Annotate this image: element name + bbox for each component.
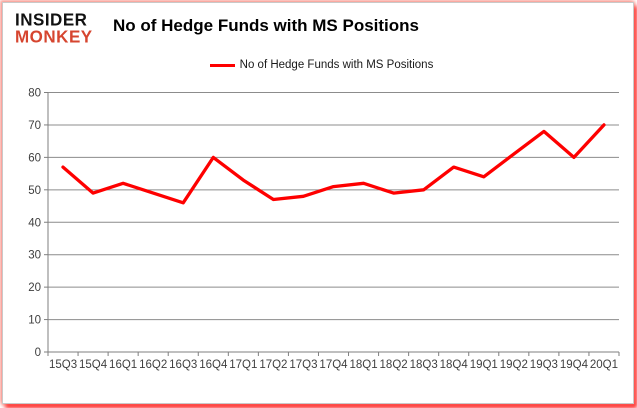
x-axis-label: 17Q2 [259,359,287,371]
x-axis-label: 18Q1 [349,359,377,371]
y-axis-label: 80 [28,88,41,100]
x-axis-label: 16Q2 [139,359,167,371]
x-axis-label: 19Q3 [530,359,558,371]
x-axis-label: 18Q3 [410,359,438,371]
x-axis-label: 19Q4 [560,359,589,371]
x-axis-label: 15Q4 [79,359,108,371]
y-axis-label: 60 [28,152,41,164]
legend-line-swatch [209,63,235,67]
line-chart-plot: 0 10 20 30 40 50 60 70 80 15Q3 15Q4 16Q1 16Q2 16Q3 16Q… [28,88,620,371]
x-axis-label: 17Q1 [229,359,257,371]
x-axis-label: 17Q4 [319,359,348,371]
x-axis-label: 17Q3 [289,359,317,371]
y-axis-label: 10 [28,315,41,327]
x-axis-label: 15Q3 [49,359,77,371]
x-axis-label: 16Q3 [169,359,197,371]
chart-legend: No of Hedge Funds with MS Positions [3,57,637,73]
y-axis-label: 30 [28,250,41,262]
chart-panel: INSIDER MONKEY No of Hedge Funds with MS… [2,2,634,404]
legend-label: No of Hedge Funds with MS Positions [239,59,434,71]
logo-line-monkey: MONKEY [15,26,93,47]
y-axis-label: 0 [35,347,41,359]
y-axis-label: 50 [28,185,41,197]
x-axis-label: 19Q1 [470,359,498,371]
x-axis-label: 16Q4 [199,359,228,371]
x-axis-label: 18Q4 [440,359,469,371]
insider-monkey-logo: INSIDER MONKEY [15,9,93,47]
x-axis-label: 16Q1 [109,359,137,371]
x-axis-label: 18Q2 [380,359,408,371]
chart-title: No of Hedge Funds with MS Positions [113,16,419,35]
y-axis-label: 20 [28,282,41,294]
y-axis-label: 40 [28,217,41,229]
series-line [61,123,606,205]
x-axis-label: 20Q1 [590,359,618,371]
logo-line-insider: INSIDER [15,9,88,30]
y-axis-label: 70 [28,120,41,132]
x-axis-label: 19Q2 [500,359,528,371]
